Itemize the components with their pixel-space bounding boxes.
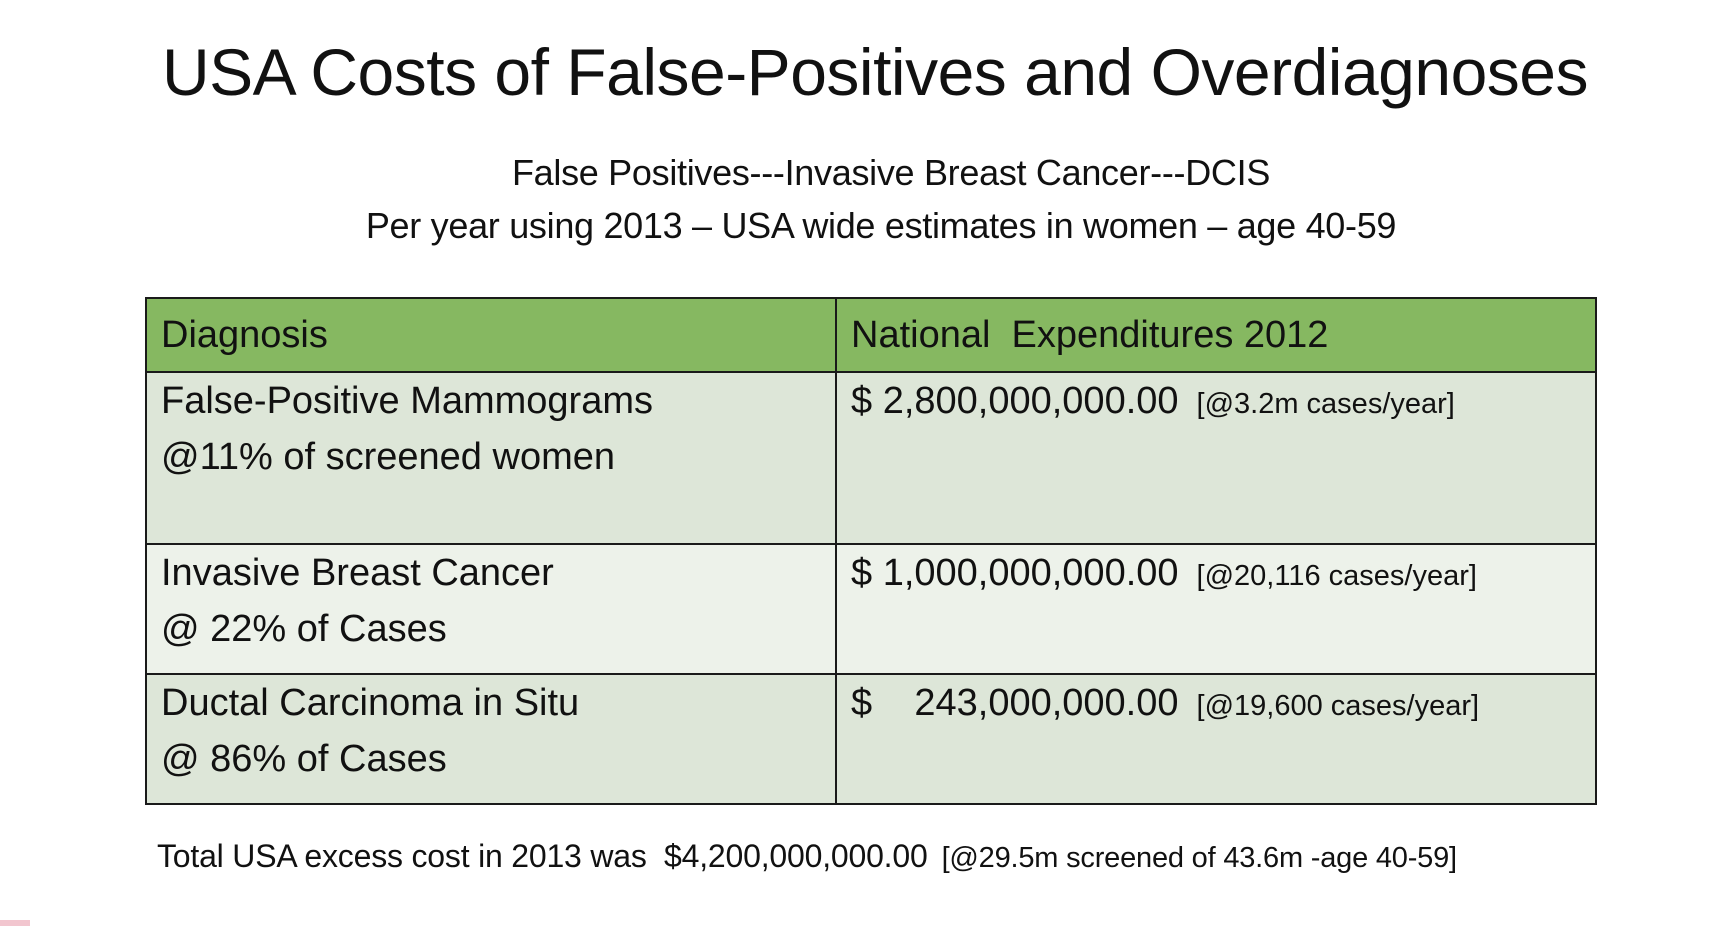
diagnosis-cell: Invasive Breast Cancer @ 22% of Cases [145,543,837,675]
amount-cell: $ 1,000,000,000.00 [@20,116 cases/year] [835,543,1597,675]
slide-title: USA Costs of False-Positives and Overdia… [161,35,1589,109]
corner-mark [0,920,30,926]
subtitle-line-2: Per year using 2013 – USA wide estimates… [365,205,1397,246]
diagnosis-rate: @11% of screened women [161,436,615,478]
header-expenditures: National Expenditures 2012 [835,297,1597,373]
diagnosis-cell: Ductal Carcinoma in Situ @ 86% of Cases [145,673,837,805]
diagnosis-name: Ductal Carcinoma in Situ [161,682,580,724]
amount-cell: $ 243,000,000.00 [@19,600 cases/year] [835,673,1597,805]
cases-note: [@19,600 cases/year] [1196,690,1480,722]
amount-value: $ 1,000,000,000.00 [851,552,1179,594]
diagnosis-rate: @ 86% of Cases [161,738,447,780]
table-header-row: Diagnosis National Expenditures 2012 [145,297,1597,373]
cases-note: [@20,116 cases/year] [1196,560,1477,592]
diagnosis-rate: @ 22% of Cases [161,608,447,650]
diagnosis-cell: False-Positive Mammograms @11% of screen… [145,371,837,545]
table-row: False-Positive Mammograms @11% of screen… [145,371,1597,545]
table-row: Invasive Breast Cancer @ 22% of Cases $ … [145,543,1597,675]
total-cost-note: [@29.5m screened of 43.6m -age 40-59] [941,842,1458,874]
subtitle-line-1: False Positives---Invasive Breast Cancer… [511,152,1271,193]
amount-value: $ 243,000,000.00 [851,682,1179,724]
amount-value: $ 2,800,000,000.00 [851,380,1179,422]
diagnosis-name: Invasive Breast Cancer [161,552,554,594]
total-cost-line: Total USA excess cost in 2013 was $4,200… [157,838,1457,875]
header-diagnosis: Diagnosis [145,297,837,373]
expenditures-table: Diagnosis National Expenditures 2012 Fal… [145,297,1597,805]
amount-cell: $ 2,800,000,000.00 [@3.2m cases/year] [835,371,1597,545]
cases-note: [@3.2m cases/year] [1196,388,1455,420]
diagnosis-name: False-Positive Mammograms [161,380,653,422]
table-row: Ductal Carcinoma in Situ @ 86% of Cases … [145,673,1597,805]
total-cost-text: Total USA excess cost in 2013 was $4,200… [157,838,928,874]
